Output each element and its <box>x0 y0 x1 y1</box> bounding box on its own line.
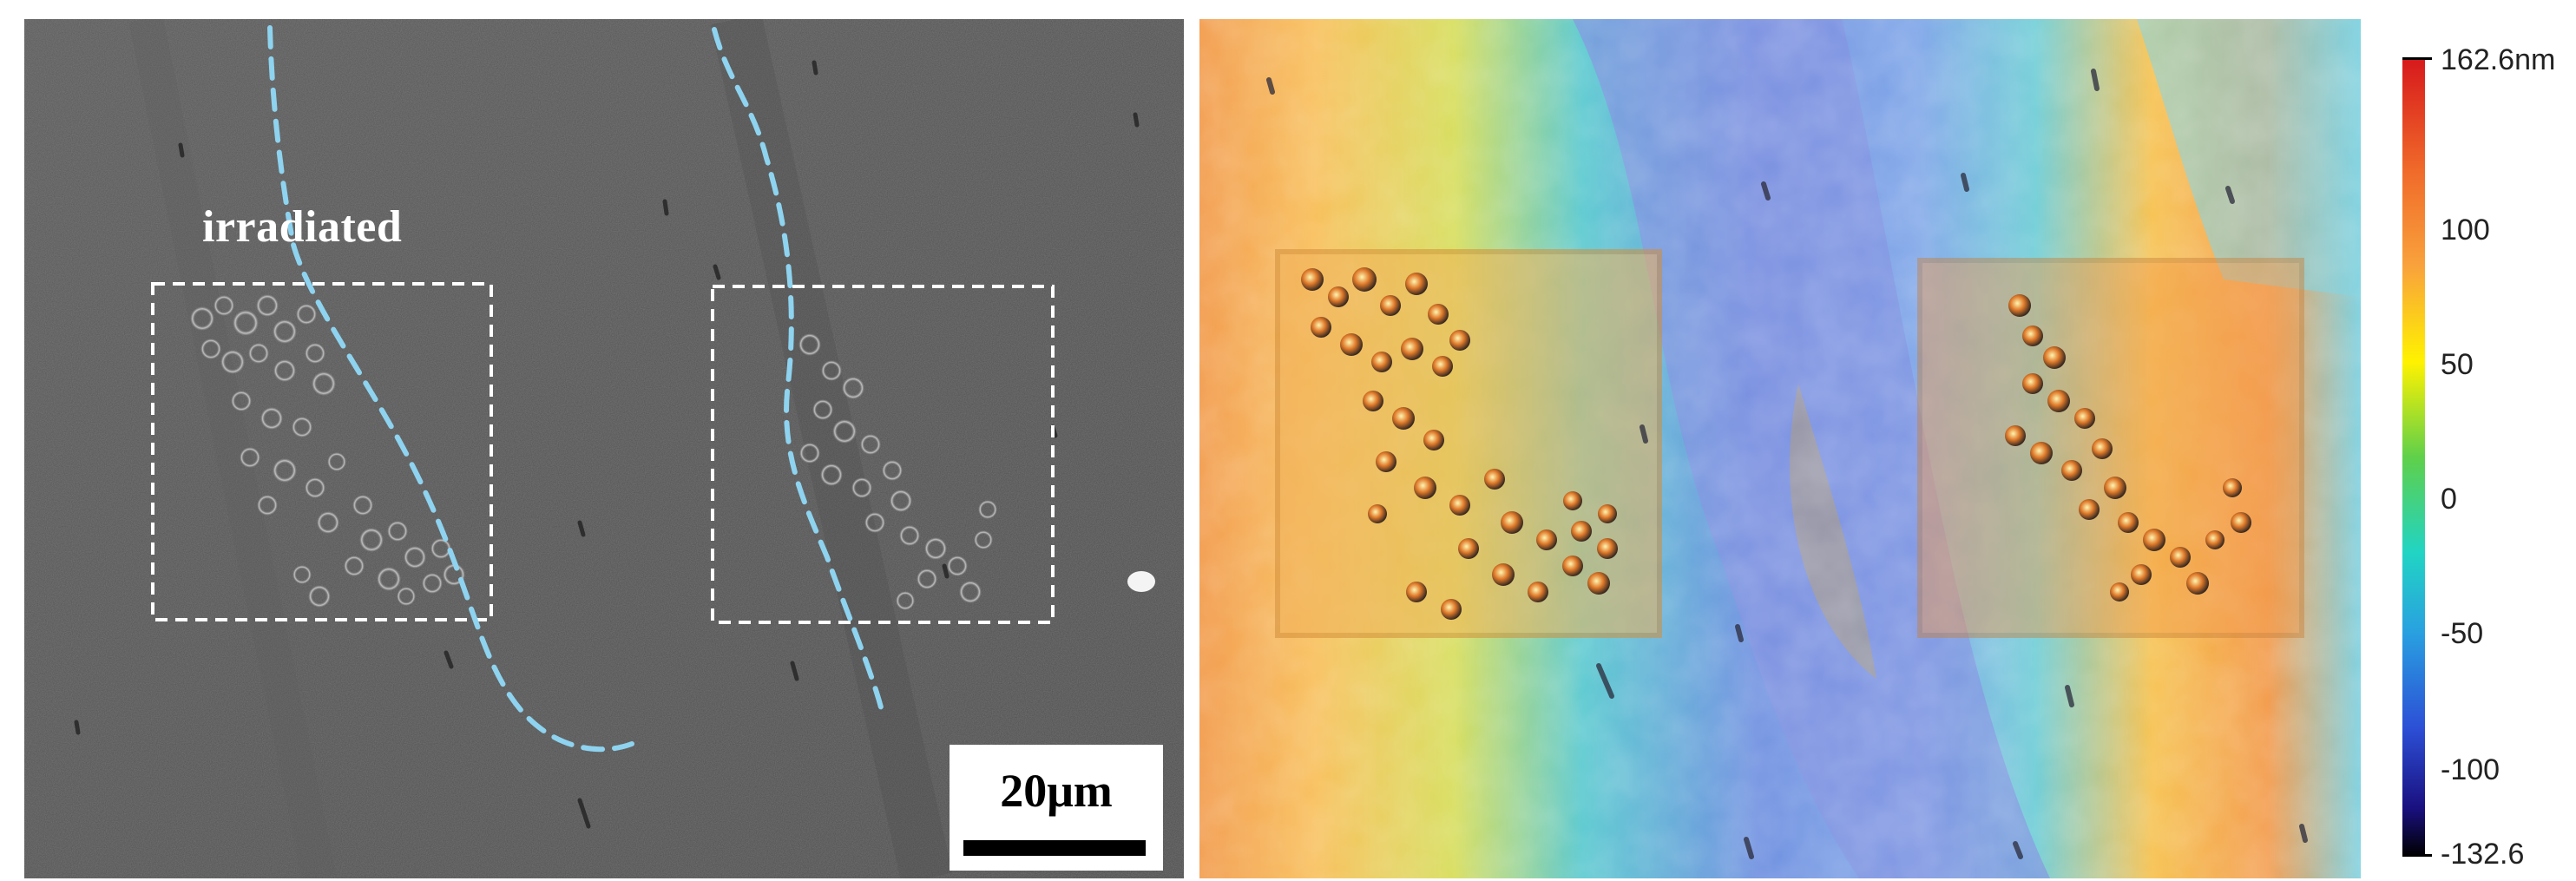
colorbar-bottom-tick <box>2402 854 2432 857</box>
irradiated-label: irradiated <box>202 202 403 252</box>
colorbar-min-label: -132.6 <box>2441 838 2525 871</box>
colorbar-max-label: 162.6nm <box>2441 43 2556 76</box>
scale-bar-label: 20μm <box>1000 765 1113 817</box>
colorbar-tick-label: -100 <box>2441 753 2500 786</box>
afm-height-map <box>1199 19 2361 878</box>
sem-micrograph <box>24 19 1184 878</box>
colorbar-top-tick <box>2402 57 2432 60</box>
colorbar-tick-label: 100 <box>2441 214 2490 247</box>
colorbar-tick-label: 0 <box>2441 483 2457 516</box>
sem-image-panel: irradiated 20μm <box>24 19 1184 878</box>
colorbar-tick-label: -50 <box>2441 617 2484 650</box>
colorbar-tick-label: 50 <box>2441 348 2474 381</box>
afm-image-panel <box>1199 19 2361 878</box>
scale-bar: 20μm <box>950 745 1163 871</box>
height-colorbar <box>2402 59 2425 856</box>
scale-bar-line <box>963 840 1146 856</box>
